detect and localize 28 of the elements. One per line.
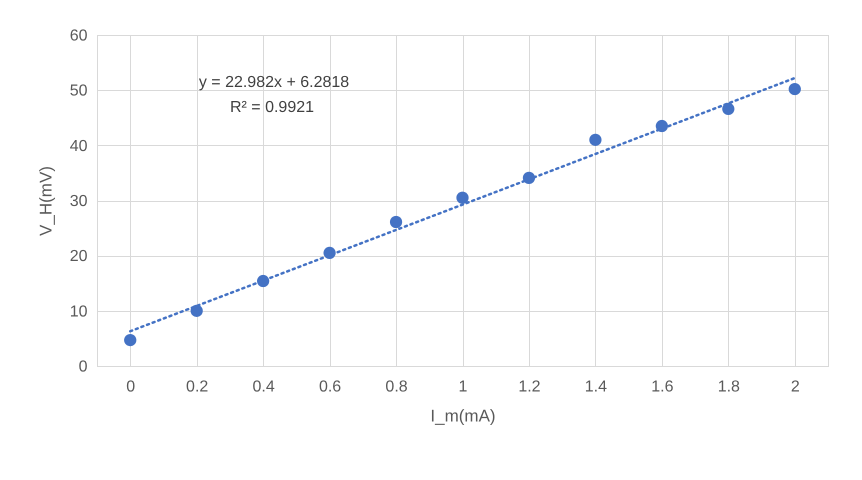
y-tick-label: 20 <box>70 248 88 266</box>
y-tick-label: 50 <box>70 82 88 100</box>
y-tick-label: 40 <box>70 138 88 155</box>
point <box>589 134 602 146</box>
x-tick-label: 1.4 <box>584 378 608 396</box>
x-tick-label: 2 <box>790 378 800 396</box>
y-tick-label: 10 <box>70 303 88 320</box>
x-tick-label: 0.2 <box>186 378 208 396</box>
point <box>456 192 469 204</box>
x-tick-label: 0.4 <box>252 378 275 396</box>
x-tick-label: 1.2 <box>518 378 541 396</box>
y-axis-title: V_H(mV) <box>36 166 56 236</box>
x-tick-label: 1.6 <box>651 378 674 396</box>
x-tick-label: 0.6 <box>318 378 342 396</box>
x-tick-label: 1.8 <box>718 378 740 396</box>
y-tick-label: 60 <box>70 28 88 44</box>
x-tick-label: 1 <box>458 378 468 396</box>
y-tick-label: 30 <box>70 193 88 210</box>
y-tick-label: 0 <box>78 358 88 376</box>
annotation: y = 22.982x + 6.2818 <box>198 74 350 91</box>
point <box>124 334 136 346</box>
x-axis-title: I_m(mA) <box>430 406 496 426</box>
x-tick-label: 0 <box>126 378 136 396</box>
point <box>390 216 402 228</box>
point <box>722 102 734 116</box>
point <box>788 82 801 96</box>
x-tick-label: 0.8 <box>385 378 408 396</box>
annotation: R² = 0.9921 <box>230 99 314 116</box>
